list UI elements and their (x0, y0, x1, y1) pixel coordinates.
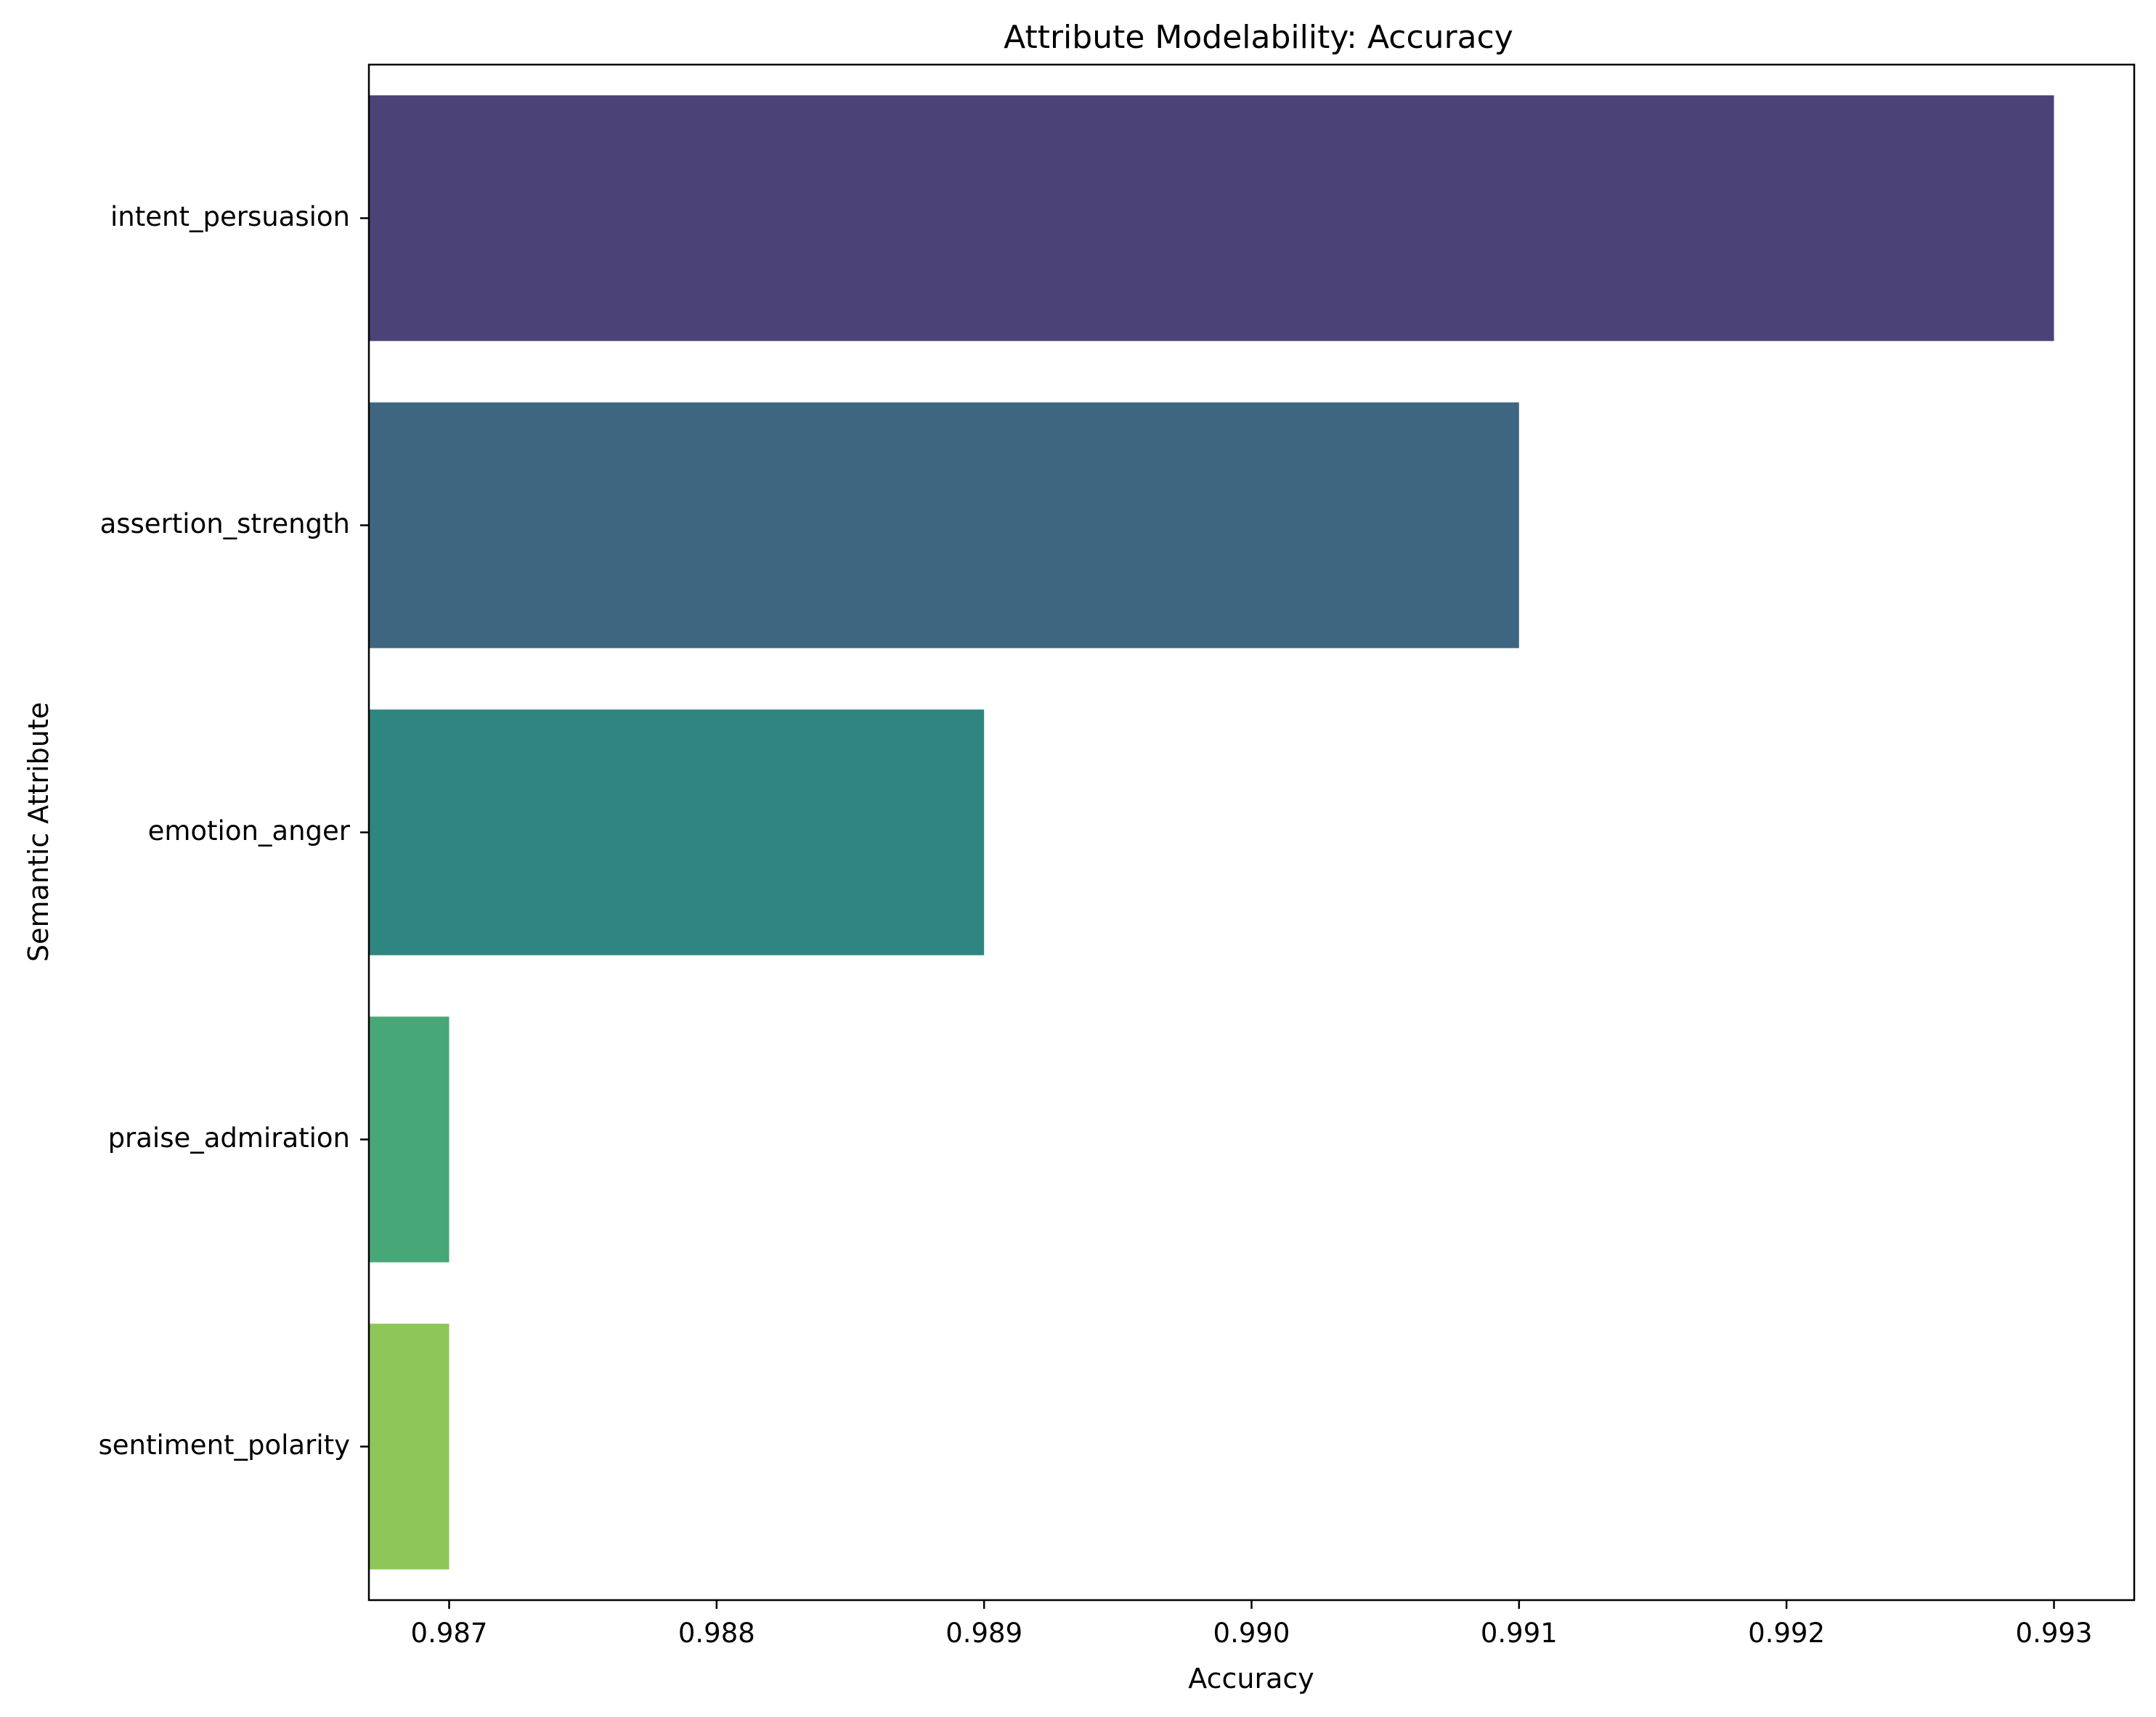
x-tick-label: 0.991 (1481, 1618, 1558, 1649)
x-tick-label: 0.988 (678, 1618, 755, 1649)
y-tick-label: praise_admiration (108, 1122, 350, 1154)
bar-intent-persuasion (369, 95, 2054, 341)
bar-emotion-anger (369, 709, 985, 955)
bars-group (369, 95, 2054, 1570)
x-tick-label: 0.990 (1213, 1618, 1290, 1649)
x-tick-label: 0.989 (945, 1618, 1022, 1649)
y-tick-label: sentiment_polarity (98, 1430, 350, 1461)
x-tick-label: 0.987 (411, 1618, 488, 1649)
bar-sentiment-polarity (369, 1324, 449, 1570)
y-tick-label: emotion_anger (148, 815, 351, 847)
x-tick-label: 0.992 (1748, 1618, 1825, 1649)
x-tick-label: 0.993 (2016, 1618, 2093, 1649)
y-axis: intent_persuasion assertion_strengthemoti… (98, 201, 369, 1461)
chart-title: Attribute Modelability: Accuracy (1004, 19, 1513, 56)
y-tick-label: assertion_strength (100, 508, 350, 539)
x-axis-label: Accuracy (1188, 1663, 1314, 1694)
bar-praise-admiration (369, 1016, 449, 1263)
y-axis-label: Semantic Attribute (23, 702, 54, 962)
y-tick-label: intent_persuasion (110, 201, 350, 232)
x-axis: 0.987 0.988 0.989 0.990 0.991 0.992 0.993 (411, 1600, 2093, 1649)
bar-assertion-strength (369, 402, 1519, 648)
